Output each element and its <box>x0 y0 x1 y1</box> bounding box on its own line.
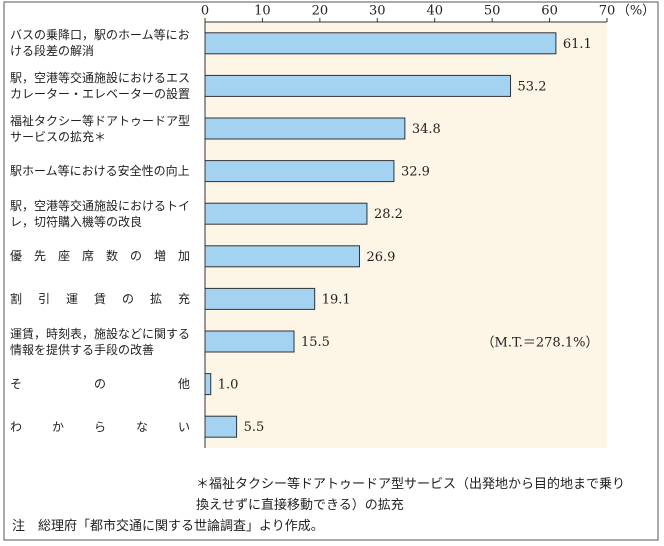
bar <box>204 160 395 183</box>
category-label: 福祉タクシー等ドアトゥードア型サービスの拡充＊ <box>10 113 191 144</box>
value-label: 32.9 <box>401 165 430 180</box>
value-label: 34.8 <box>412 122 441 137</box>
x-unit: （%） <box>617 4 655 19</box>
x-tick-label: 10 <box>254 4 271 19</box>
value-label: 1.0 <box>218 378 239 393</box>
x-tick-label: 50 <box>484 4 501 19</box>
x-tick-label: 20 <box>312 4 329 19</box>
bar <box>204 202 368 225</box>
category-label: 駅，空港等交通施設におけるエスカレーター・エレベーターの設置 <box>10 70 191 101</box>
value-label: 19.1 <box>322 292 351 307</box>
bar <box>204 245 360 268</box>
value-label: 61.1 <box>563 37 592 52</box>
category-label: わからない <box>10 419 190 434</box>
category-label: バスの乗降口，駅のホーム等における段差の解消 <box>10 28 190 59</box>
x-tick-label: 60 <box>541 4 558 19</box>
annotation: （M.T.＝278.1%） <box>482 336 599 351</box>
x-tick-label: 30 <box>369 4 386 19</box>
bar <box>204 415 238 438</box>
category-label: 駅ホーム等における安全性の向上 <box>10 164 190 179</box>
bar <box>204 330 295 353</box>
category-label: その他 <box>10 377 190 392</box>
bar <box>204 32 557 55</box>
x-tick-label: 40 <box>426 4 443 19</box>
value-label: 5.5 <box>244 420 265 435</box>
category-label: 割引運賃の拡充 <box>10 291 190 306</box>
bar <box>204 117 406 140</box>
category-label: 駅，空港等交通施設におけるトイレ，切符購入機等の改良 <box>10 198 191 229</box>
frame <box>3 1 659 541</box>
category-label: 運賃，時刻表，施設などに関する情報を提供する手段の改善 <box>10 326 191 357</box>
value-label: 53.2 <box>518 79 547 94</box>
value-label: 28.2 <box>374 207 403 222</box>
x-tick-label: 0 <box>201 4 209 19</box>
bar <box>204 74 512 97</box>
bar <box>204 373 212 396</box>
footnote: ＊福祉タクシー等ドアトゥードア型サービス（出発地から目的地まで乗り換えせずに直接… <box>196 477 626 513</box>
value-label: 26.9 <box>366 250 395 265</box>
category-label: 優先座席数の増加 <box>10 249 190 264</box>
x-tick-label: 70 <box>599 4 616 19</box>
value-label: 15.5 <box>301 335 330 350</box>
source-note: 注 総理府「都市交通に関する世論調査」より作成。 <box>12 519 324 534</box>
bar <box>204 287 316 310</box>
